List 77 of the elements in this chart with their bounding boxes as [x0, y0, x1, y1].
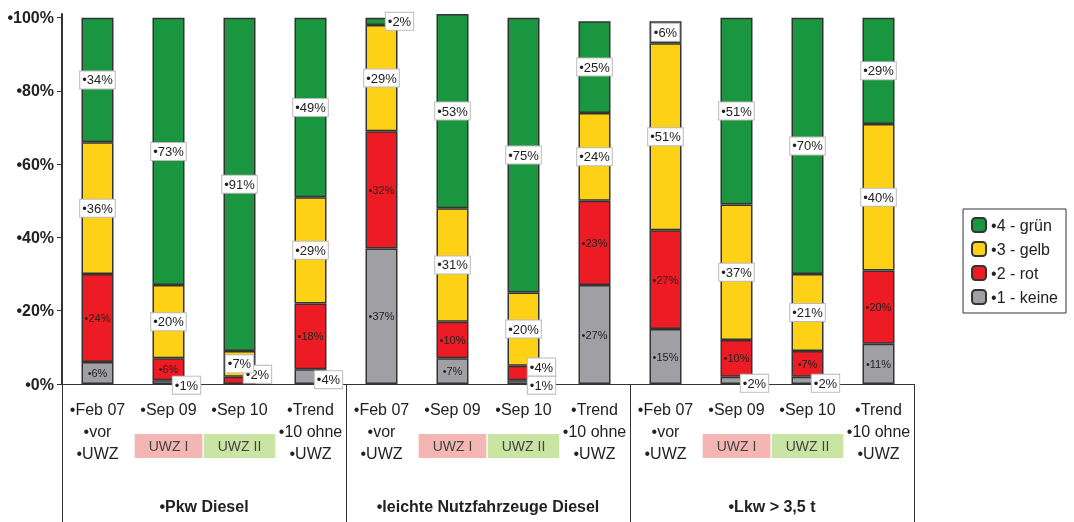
- legend-label: •2 - rot: [991, 264, 1039, 282]
- data-label: •29%: [295, 242, 327, 258]
- data-label: •15%: [652, 350, 679, 363]
- data-label: •20%: [508, 321, 540, 337]
- x-tick-label: •Trend •10 ohne •UWZ: [278, 400, 343, 462]
- y-tick-label: •0%: [25, 375, 54, 393]
- data-label: •91%: [224, 176, 256, 192]
- text: UWZ II: [785, 438, 830, 454]
- data-label: •51%: [721, 103, 753, 119]
- legend-label: •4 - grün: [991, 216, 1052, 234]
- data-label: •75%: [508, 147, 540, 163]
- data-label: •4%: [316, 372, 341, 388]
- x-tick-label: •Sep 09: [708, 400, 765, 418]
- text: UWZ I: [716, 438, 757, 454]
- data-label: •73%: [153, 143, 185, 159]
- data-label: •2%: [387, 13, 412, 29]
- y-tick-label: •100%: [7, 9, 54, 27]
- data-label: •18%: [297, 330, 324, 343]
- data-label: •29%: [366, 70, 398, 86]
- data-label: •24%: [579, 149, 611, 165]
- data-label: •21%: [792, 305, 824, 321]
- text: •leichte Nutzfahrzeuge Diesel: [376, 497, 600, 515]
- x-tick-label: •Sep 09: [140, 400, 197, 418]
- data-label: •20%: [153, 314, 185, 330]
- data-label: •2%: [813, 375, 838, 391]
- data-label: •25%: [579, 59, 611, 75]
- x-tick-label: •Feb 07 •vor •UWZ: [69, 400, 126, 462]
- data-label: •49%: [295, 99, 327, 115]
- data-label: •6%: [158, 363, 179, 376]
- data-label: •10%: [439, 334, 466, 347]
- data-label: •37%: [721, 264, 753, 280]
- y-tick-label: •60%: [16, 155, 54, 173]
- text: UWZ I: [148, 438, 189, 454]
- data-label: •31%: [437, 257, 469, 273]
- data-label: •4%: [529, 359, 554, 375]
- data-label: •1%: [174, 377, 199, 393]
- data-label: •51%: [650, 129, 682, 145]
- y-tick-label: •20%: [16, 302, 54, 320]
- data-label: •34%: [82, 72, 114, 88]
- data-label: •10%: [723, 352, 750, 365]
- x-tick-label: •Feb 07 •vor •UWZ: [353, 400, 410, 462]
- x-tick-label: •Trend •10 ohne •UWZ: [562, 400, 627, 462]
- data-label: •24%: [84, 312, 111, 325]
- x-tick-label: •Sep 10: [495, 400, 552, 418]
- data-label: •53%: [437, 103, 469, 119]
- data-label: •36%: [82, 200, 114, 216]
- data-label: •70%: [792, 138, 824, 154]
- data-label: •20%: [865, 301, 892, 314]
- x-tick-label: •Sep 09: [424, 400, 481, 418]
- data-label: •7%: [797, 357, 818, 370]
- y-tick-label: •80%: [16, 82, 54, 100]
- data-label: •29%: [863, 63, 895, 79]
- data-label: •7%: [442, 365, 463, 378]
- text: •Pkw Diesel: [159, 497, 249, 515]
- data-label: •27%: [581, 328, 608, 341]
- data-label: •32%: [368, 183, 395, 196]
- x-tick-label: •Trend •10 ohne •UWZ: [846, 400, 911, 462]
- data-label: •6%: [87, 367, 108, 380]
- data-label: •6%: [653, 24, 678, 40]
- data-label: •2%: [742, 375, 767, 391]
- x-tick-label: •Feb 07 •vor •UWZ: [637, 400, 694, 462]
- data-label: •7%: [227, 356, 252, 372]
- legend-label: •1 - keine: [991, 288, 1059, 306]
- data-label: •11%: [865, 357, 892, 370]
- x-tick-label: •Sep 10: [779, 400, 836, 418]
- data-label: •40%: [863, 189, 895, 205]
- data-label: •23%: [581, 236, 608, 249]
- text: UWZ II: [217, 438, 262, 454]
- text: UWZ I: [432, 438, 473, 454]
- data-label: •37%: [368, 310, 395, 323]
- legend-label: •3 - gelb: [991, 240, 1051, 258]
- text: UWZ II: [501, 438, 546, 454]
- x-tick-label: •Sep 10: [211, 400, 268, 418]
- data-label: •1%: [529, 377, 554, 393]
- text: •Lkw > 3,5 t: [728, 497, 817, 515]
- data-label: •27%: [652, 273, 679, 286]
- y-tick-label: •40%: [16, 228, 54, 246]
